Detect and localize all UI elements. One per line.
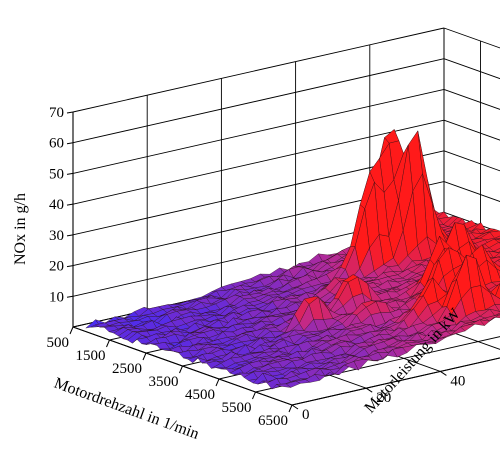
y-tick-label: 20 xyxy=(376,390,391,406)
x-axis-title: Motordrehzahl in 1/min xyxy=(52,375,201,443)
z-tick-mark xyxy=(66,265,74,268)
y-tick-mark xyxy=(365,387,373,393)
surface-patch xyxy=(276,383,291,388)
x-tick-label: 5500 xyxy=(222,400,252,416)
left-wall-z-gridline xyxy=(72,27,445,113)
z-tick-label: 20 xyxy=(49,259,64,275)
x-tick-mark xyxy=(69,326,74,335)
z-tick-mark xyxy=(66,234,74,237)
x-tick-label: 500 xyxy=(47,335,70,351)
y-tick-mark xyxy=(440,370,447,376)
x-tick-label: 2500 xyxy=(112,361,142,377)
z-tick-label: 30 xyxy=(49,228,64,244)
x-tick-label: 1500 xyxy=(76,348,106,364)
x-tick-label: 3500 xyxy=(149,374,179,390)
z-tick-mark xyxy=(66,111,74,114)
z-tick-mark xyxy=(66,295,74,298)
z-tick-mark xyxy=(66,172,74,175)
x-tick-mark xyxy=(288,404,293,413)
surface-patch xyxy=(497,258,500,263)
y-axis-line xyxy=(291,357,500,406)
z-axis-title: NOx in g/h xyxy=(12,193,29,265)
left-wall-z-gridline xyxy=(72,88,445,174)
x-tick-mark xyxy=(106,339,110,348)
left-wall-z-gridline xyxy=(72,58,445,144)
tick-labels: 10 20 30 40 50 60 70 500 1500 2500 3500 4500 5500 650… xyxy=(47,105,466,429)
y-tick-label: 0 xyxy=(302,407,310,423)
z-tick-label: 50 xyxy=(49,166,64,182)
z-tick-label: 60 xyxy=(49,136,64,152)
z-tick-label: 40 xyxy=(49,197,64,213)
x-tick-mark xyxy=(179,365,183,374)
chart-axes xyxy=(66,111,500,413)
x-tick-label: 6500 xyxy=(258,413,288,429)
back-wall xyxy=(444,28,500,263)
z-tick-mark xyxy=(66,203,74,206)
x-tick-label: 4500 xyxy=(185,387,215,403)
y-tick-label: 40 xyxy=(450,373,465,389)
left-wall-z-gridline xyxy=(72,119,445,205)
z-tick-mark xyxy=(66,142,74,145)
z-tick-label: 10 xyxy=(49,289,64,305)
z-tick-label: 70 xyxy=(49,105,64,121)
surface-plot xyxy=(85,129,500,390)
x-tick-mark xyxy=(215,378,220,387)
x-tick-mark xyxy=(252,391,256,400)
x-tick-mark xyxy=(142,352,147,361)
y-tick-mark xyxy=(291,404,299,410)
